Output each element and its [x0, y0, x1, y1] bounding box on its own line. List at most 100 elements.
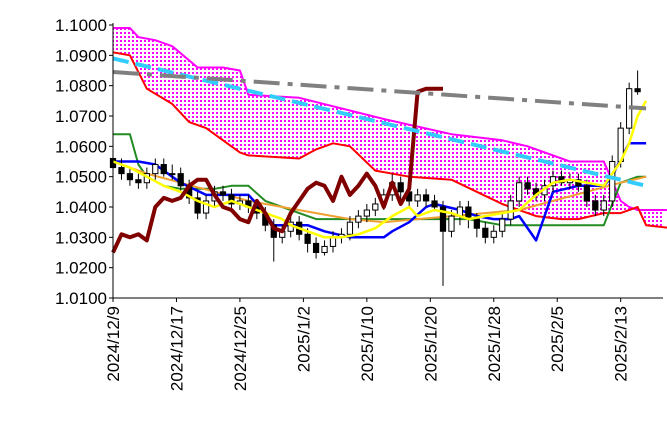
candle-body: [228, 194, 235, 205]
span-b-line: [113, 27, 667, 211]
candle-body: [516, 182, 523, 202]
y-tick-label: 1.0200: [55, 259, 107, 278]
base-line-line: [113, 133, 647, 227]
candle: [431, 194, 438, 211]
candle-body: [448, 215, 455, 232]
candle: [499, 213, 506, 238]
candle-body: [355, 215, 362, 223]
candle: [194, 191, 201, 220]
candle-body: [202, 200, 210, 214]
candle: [135, 173, 142, 189]
y-tick-label: 1.0100: [55, 289, 107, 308]
candle-body: [118, 167, 125, 175]
candle: [160, 158, 167, 177]
candle-body: [312, 242, 320, 253]
candle: [439, 200, 447, 286]
candle-body: [346, 221, 354, 235]
candle: [321, 240, 328, 256]
y-axis: 1.1000 1.0900 1.0800 1.0700 1.0600 1.0500 1.04…: [55, 16, 113, 308]
candle-body: [363, 209, 370, 217]
candle: [465, 200, 472, 229]
x-tick-label: 2025/1/2: [294, 306, 313, 372]
lagging-span-line: [111, 86, 443, 254]
candle: [482, 222, 489, 244]
candle-body: [439, 206, 447, 232]
candle: [372, 197, 379, 217]
candle-body: [329, 236, 337, 247]
candle: [583, 179, 590, 207]
candle-body: [135, 179, 142, 184]
candle-body: [126, 173, 134, 181]
x-tick-label: 2024/12/17: [167, 306, 186, 391]
candle: [422, 188, 430, 207]
candle: [397, 176, 404, 201]
y-tick-label: 1.1000: [55, 16, 107, 35]
x-tick-label: 2025/1/28: [485, 306, 504, 382]
candle: [219, 185, 227, 201]
candle-body: [372, 203, 379, 211]
candle-body: [600, 200, 607, 211]
candle: [169, 164, 176, 180]
x-tick-label: 2025/2/13: [612, 306, 631, 382]
candle: [118, 158, 125, 180]
candle-body: [473, 218, 480, 229]
y-tick-label: 1.0900: [55, 46, 107, 65]
span-a-line: [112, 51, 667, 229]
candle: [609, 155, 616, 207]
candle: [228, 188, 235, 211]
candle: [448, 210, 455, 238]
candle: [634, 70, 641, 95]
overlay-lines: [111, 56, 648, 254]
plot-area: [109, 27, 667, 286]
candle: [363, 203, 370, 223]
candle-body: [592, 200, 599, 211]
kumo-cloud: [113, 28, 663, 228]
candle: [152, 158, 159, 180]
y-tick-label: 1.0400: [55, 198, 107, 217]
sma-short-line: [112, 100, 648, 239]
candle-body: [634, 88, 641, 93]
candle-body: [397, 182, 404, 193]
candle-body: [490, 230, 497, 238]
candle-body: [609, 161, 616, 202]
y-tick-label: 1.0500: [55, 168, 107, 187]
candle-body: [422, 194, 430, 202]
candle-body: [152, 164, 159, 175]
y-tick-label: 1.0600: [55, 137, 107, 156]
candle: [355, 210, 362, 229]
candle-body: [499, 218, 506, 232]
candle-body: [160, 164, 167, 175]
candle: [126, 167, 134, 186]
candle-body: [169, 173, 176, 176]
x-tick-label: 2025/1/20: [421, 306, 440, 382]
candle: [490, 225, 497, 244]
candle-body: [414, 194, 421, 202]
candle-body: [194, 197, 201, 214]
candle-body: [431, 200, 438, 208]
x-tick-label: 2025/2/5: [548, 306, 567, 372]
candle-body: [482, 227, 489, 238]
candle-body: [321, 245, 328, 254]
x-axis: 2024/12/9 2024/12/17 2024/12/25 2025/1/2 202…: [104, 298, 631, 391]
candle: [202, 194, 210, 220]
x-tick-label: 2024/12/25: [231, 306, 250, 391]
candle-body: [524, 182, 531, 190]
candle-body: [219, 191, 227, 196]
y-tick-label: 1.0700: [55, 107, 107, 126]
y-tick-label: 1.0300: [55, 228, 107, 247]
candle: [600, 194, 607, 217]
x-tick-label: 2025/1/10: [358, 306, 377, 382]
candle: [524, 176, 531, 195]
candle: [592, 194, 599, 217]
candle: [516, 176, 523, 207]
candle: [414, 188, 421, 207]
candle-body: [304, 233, 311, 244]
candle-body: [583, 185, 590, 202]
y-tick-label: 1.0800: [55, 77, 107, 96]
candle: [177, 167, 184, 192]
candle: [456, 200, 464, 226]
candle-body: [177, 173, 184, 187]
candle: [312, 237, 320, 259]
x-tick-label: 2024/12/9: [104, 306, 123, 382]
